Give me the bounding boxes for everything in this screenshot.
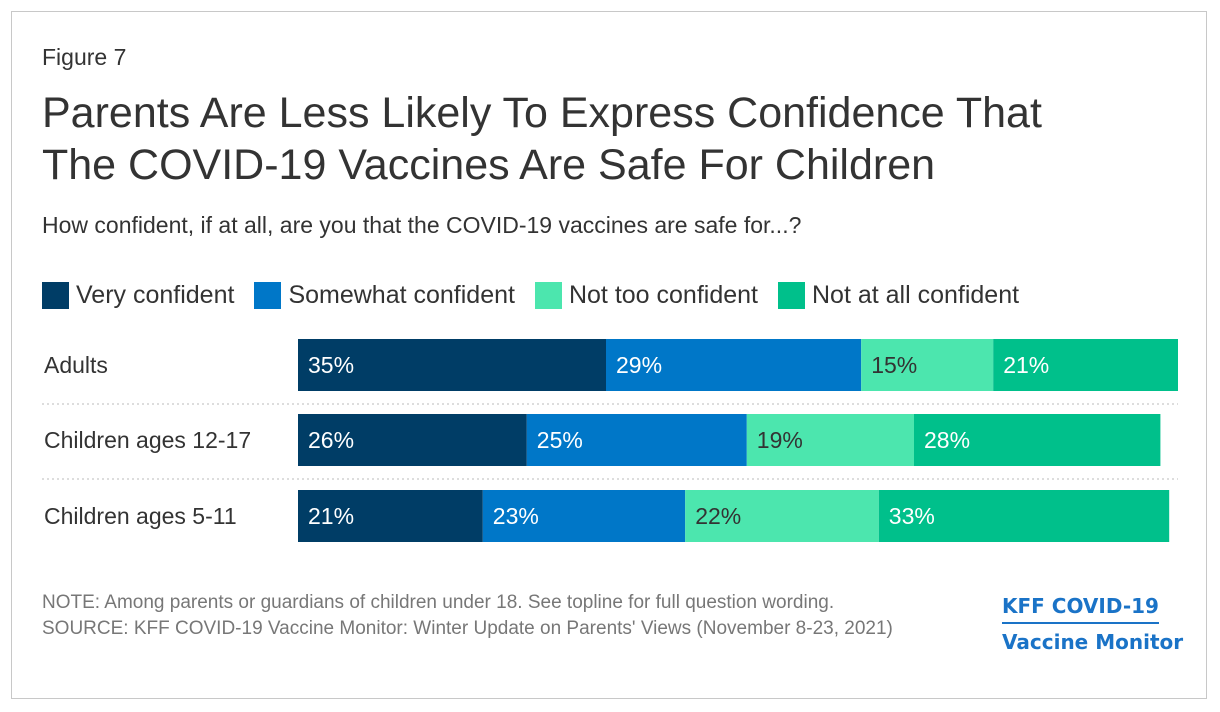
bar-not-too-confident-adults (861, 339, 994, 391)
data-label-somewhat-confident-children-ages-12-17: 25% (537, 427, 583, 453)
bar-not-at-all-confident-children-ages-5-11 (878, 490, 1170, 542)
note-text: NOTE: Among parents or guardians of chil… (42, 592, 835, 613)
legend-swatch-somewhat-confident (254, 281, 282, 309)
data-label-not-too-confident-adults: 15% (871, 352, 917, 378)
legend-item-not-at-all-confident: Not at all confident (777, 280, 1020, 310)
legend-swatch-very-confident (42, 281, 69, 309)
chart-title-line-1: Parents Are Less Likely To Express Confi… (42, 89, 1042, 137)
data-label-somewhat-confident-children-ages-5-11: 23% (493, 503, 539, 529)
legend-item-somewhat-confident: Somewhat confident (254, 281, 515, 310)
data-label-not-too-confident-children-ages-5-11: 22% (695, 503, 741, 529)
data-label-very-confident-children-ages-5-11: 21% (308, 503, 354, 529)
source-text: SOURCE: KFF COVID-19 Vaccine Monitor: Wi… (42, 618, 893, 639)
legend-label-not-at-all-confident: Not at all confident (811, 280, 1020, 309)
chart-title: Parents Are Less Likely To Express Confi… (42, 87, 1192, 191)
legend-item-very-confident: Very confident (42, 281, 234, 310)
kff-logo: KFF COVID-19 Vaccine Monitor (1002, 594, 1183, 654)
bar-somewhat-confident-adults (606, 339, 862, 391)
logo-line-2: Vaccine Monitor (1002, 630, 1184, 654)
figure-label: Figure 7 (42, 44, 127, 70)
data-label-not-at-all-confident-children-ages-12-17: 28% (924, 427, 970, 453)
bar-not-too-confident-children-ages-5-11 (685, 490, 879, 542)
bar-somewhat-confident-children-ages-12-17 (526, 414, 747, 466)
footnote: NOTE: Among parents or guardians of chil… (42, 590, 982, 642)
logo-line-1: KFF COVID-19 (1002, 594, 1159, 624)
bar-somewhat-confident-children-ages-5-11 (482, 490, 686, 542)
legend-swatch-not-at-all-confident (777, 281, 805, 309)
bar-very-confident-children-ages-12-17 (298, 414, 527, 466)
chart-title-line-2: The COVID-19 Vaccines Are Safe For Child… (42, 141, 936, 189)
category-label-children-ages-12-17: Children ages 12-17 (44, 427, 251, 453)
data-label-not-too-confident-children-ages-12-17: 19% (757, 427, 803, 453)
data-label-very-confident-children-ages-12-17: 26% (308, 427, 354, 453)
data-label-not-at-all-confident-children-ages-5-11: 33% (889, 503, 935, 529)
bar-very-confident-adults (298, 339, 606, 391)
chart-subtitle: How confident, if at all, are you that t… (42, 212, 802, 238)
legend-label-very-confident: Very confident (76, 280, 235, 309)
data-label-not-at-all-confident-adults: 21% (1003, 352, 1049, 378)
category-label-children-ages-5-11: Children ages 5-11 (44, 503, 237, 529)
legend-swatch-not-too-confident (534, 281, 562, 309)
legend-item-not-too-confident: Not too confident (534, 280, 758, 310)
bar-not-at-all-confident-children-ages-12-17 (914, 414, 1161, 466)
data-label-very-confident-adults: 35% (308, 352, 354, 378)
legend-label-somewhat-confident: Somewhat confident (288, 280, 515, 309)
bar-not-too-confident-children-ages-12-17 (746, 414, 914, 466)
bar-not-at-all-confident-adults (993, 339, 1178, 391)
data-label-somewhat-confident-adults: 29% (616, 352, 662, 378)
chart-legend: Very confident Somewhat confident Not to… (42, 280, 1039, 310)
bar-very-confident-children-ages-5-11 (298, 490, 483, 542)
category-label-adults: Adults (44, 352, 108, 378)
legend-label-not-too-confident: Not too confident (568, 280, 758, 309)
